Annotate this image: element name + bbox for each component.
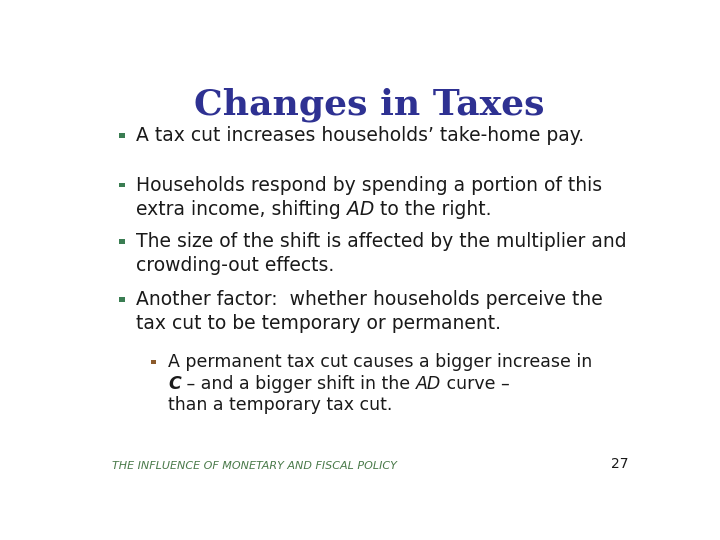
Text: – and a bigger shift in the: – and a bigger shift in the <box>181 375 415 393</box>
Bar <box>119 239 125 244</box>
Text: Another factor:  whether households perceive the: Another factor: whether households perce… <box>136 290 603 309</box>
Text: to the right.: to the right. <box>374 200 491 219</box>
Text: Households respond by spending a portion of this: Households respond by spending a portion… <box>136 176 602 195</box>
Text: crowding-out effects.: crowding-out effects. <box>136 256 334 275</box>
Bar <box>151 360 156 364</box>
Text: tax cut to be temporary or permanent.: tax cut to be temporary or permanent. <box>136 314 500 333</box>
Bar <box>119 297 125 302</box>
Text: AD: AD <box>346 200 374 219</box>
Text: curve –: curve – <box>441 375 510 393</box>
Text: THE INFLUENCE OF MONETARY AND FISCAL POLICY: THE INFLUENCE OF MONETARY AND FISCAL POL… <box>112 462 397 471</box>
Text: AD: AD <box>415 375 441 393</box>
Text: A tax cut increases households’ take-home pay.: A tax cut increases households’ take-hom… <box>136 126 584 145</box>
Bar <box>119 183 125 187</box>
Bar <box>119 133 125 138</box>
Text: Changes in Taxes: Changes in Taxes <box>194 87 544 122</box>
Text: A permanent tax cut causes a bigger increase in: A permanent tax cut causes a bigger incr… <box>168 353 593 371</box>
Text: extra income, shifting: extra income, shifting <box>136 200 346 219</box>
Text: than a temporary tax cut.: than a temporary tax cut. <box>168 396 392 414</box>
Text: The size of the shift is affected by the multiplier and: The size of the shift is affected by the… <box>136 232 626 251</box>
Text: C: C <box>168 375 181 393</box>
Text: 27: 27 <box>611 457 629 471</box>
